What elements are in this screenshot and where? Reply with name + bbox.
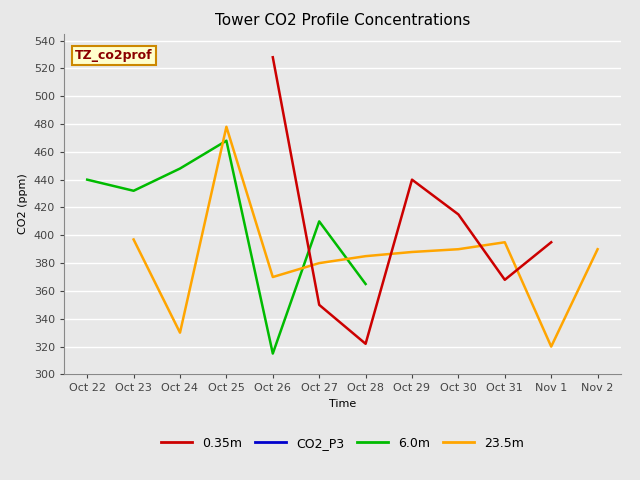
Y-axis label: CO2 (ppm): CO2 (ppm)	[18, 174, 28, 234]
X-axis label: Time: Time	[329, 399, 356, 409]
Legend: 0.35m, CO2_P3, 6.0m, 23.5m: 0.35m, CO2_P3, 6.0m, 23.5m	[156, 432, 529, 455]
Title: Tower CO2 Profile Concentrations: Tower CO2 Profile Concentrations	[214, 13, 470, 28]
Text: TZ_co2prof: TZ_co2prof	[75, 49, 153, 62]
